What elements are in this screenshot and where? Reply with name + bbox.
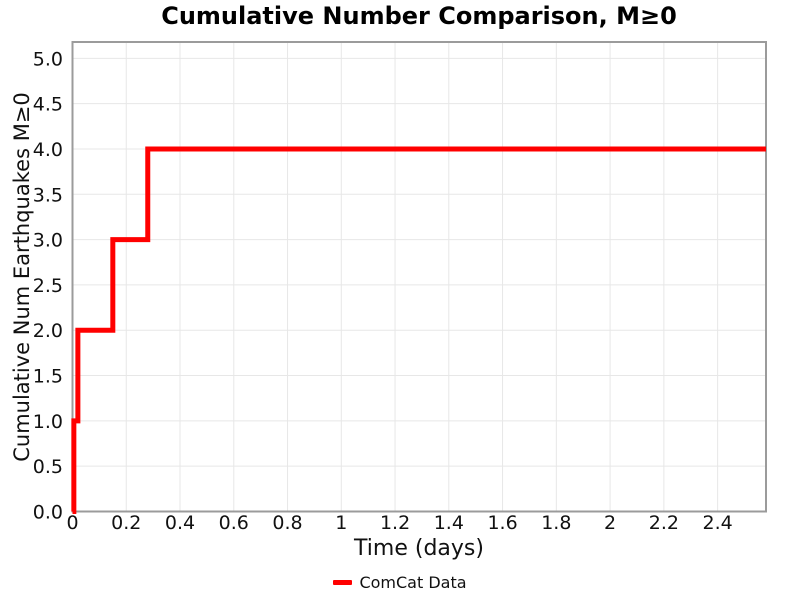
- y-tick-label: 3.5: [33, 184, 63, 206]
- legend-label: ComCat Data: [359, 573, 467, 592]
- step-line-comcat-data: [71, 146, 766, 514]
- y-tick-label: 3.0: [33, 230, 63, 252]
- x-tick-label: 1.2: [380, 512, 410, 534]
- y-tick-label: 2.5: [33, 275, 63, 297]
- x-tick-label: 0.6: [219, 512, 249, 534]
- chart-title: Cumulative Number Comparison, M≥0: [161, 2, 677, 30]
- x-tick-label: 1.8: [541, 512, 571, 534]
- x-tick-label: 0.8: [272, 512, 302, 534]
- y-tick-label: 2.0: [33, 320, 63, 342]
- x-axis-label: Time (days): [354, 536, 484, 561]
- x-tick-label: 2.2: [649, 512, 679, 534]
- x-tick-label: 0.2: [111, 512, 141, 534]
- y-tick-label: 5.0: [33, 48, 63, 70]
- x-tick-label: 0.4: [165, 512, 195, 534]
- y-tick-label: 1.5: [33, 366, 63, 388]
- x-tick-label: 2.4: [703, 512, 733, 534]
- y-axis-label: Cumulative Num Earthquakes M≥0: [10, 92, 34, 462]
- x-tick-label: 1: [335, 512, 347, 534]
- y-tick-label: 4.0: [33, 139, 63, 161]
- x-tick-label: 1.6: [487, 512, 517, 534]
- x-tick-label: 0: [66, 512, 78, 534]
- x-tick-label: 2: [604, 512, 616, 534]
- legend-line-swatch: [333, 580, 353, 585]
- y-tick-label: 0.0: [33, 502, 63, 524]
- y-tick-label: 0.5: [33, 456, 63, 478]
- y-tick-label: 4.5: [33, 94, 63, 116]
- x-tick-label: 1.4: [434, 512, 464, 534]
- y-tick-label: 1.0: [33, 411, 63, 433]
- axes-box: [71, 41, 767, 513]
- legend: ComCat Data: [0, 573, 800, 592]
